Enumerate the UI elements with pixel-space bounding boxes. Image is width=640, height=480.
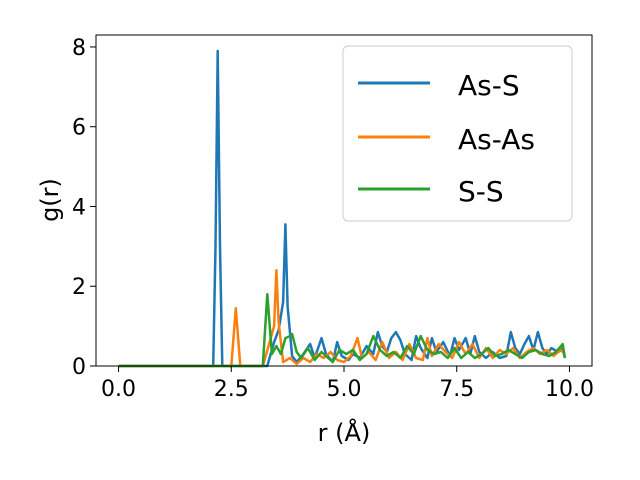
series-line-as-s xyxy=(118,49,567,368)
series-line-s-s xyxy=(118,292,567,368)
x-tick-label: 10.0 xyxy=(545,377,594,402)
x-axis: 0.0 2.5 5.0 7.5 10.0 xyxy=(101,366,594,402)
plot-area xyxy=(118,49,567,368)
x-tick-label: 0.0 xyxy=(101,377,136,402)
y-tick-label: 6 xyxy=(72,116,86,141)
legend: As-S As-As S-S xyxy=(342,45,573,222)
legend-box xyxy=(342,45,573,222)
y-tick-label: 2 xyxy=(72,275,86,300)
legend-label-as-s: As-S xyxy=(458,69,520,102)
x-axis-label: r (Å) xyxy=(318,418,371,447)
legend-label-s-s: S-S xyxy=(458,175,504,208)
x-tick-label: 7.5 xyxy=(439,377,474,402)
legend-label-as-as: As-As xyxy=(458,123,535,156)
y-tick-label: 8 xyxy=(72,36,86,61)
y-tick-label: 4 xyxy=(72,195,86,220)
x-tick-label: 2.5 xyxy=(214,377,249,402)
y-axis: 0 2 4 6 8 xyxy=(72,36,96,380)
y-axis-label: g(r) xyxy=(36,178,64,222)
x-tick-label: 5.0 xyxy=(327,377,362,402)
y-tick-label: 0 xyxy=(72,355,86,380)
plot-frame xyxy=(95,34,593,367)
